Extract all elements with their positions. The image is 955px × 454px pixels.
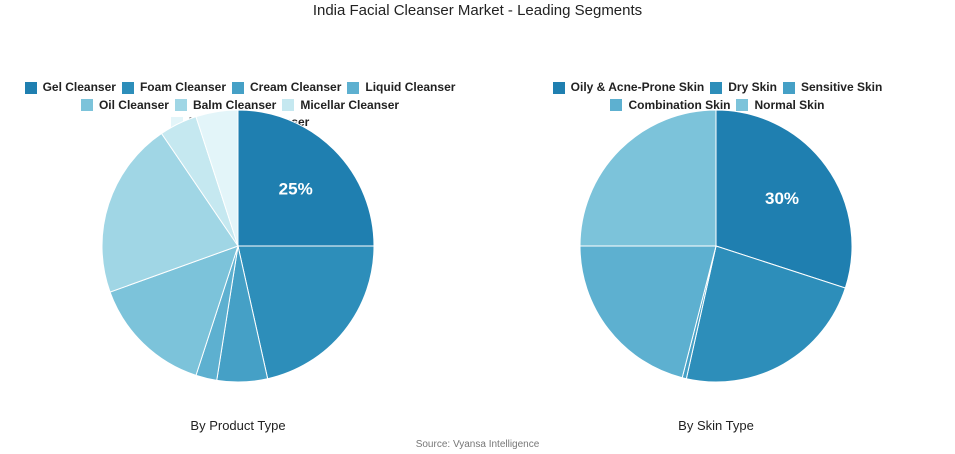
legend-label: Oil Cleanser xyxy=(98,97,169,112)
pie-slice xyxy=(237,245,375,380)
pie-slice xyxy=(109,245,239,376)
legend-swatch xyxy=(282,99,295,111)
legend-product-type: Gel Cleanser Foam Cleanser Cream Cleanser L… xyxy=(15,80,465,133)
data-label: 25% xyxy=(279,179,313,198)
legend-label: Dry Skin xyxy=(728,80,777,94)
legend-item: Oil Cleanser xyxy=(80,97,169,113)
legend-label: Micellar Cleanser xyxy=(300,97,400,112)
legend-label: Foam Cleanser xyxy=(139,80,226,94)
pie-slice xyxy=(685,245,846,383)
legend-item: Cream Cleanser xyxy=(232,80,341,95)
legend-item: Oily & Acne-Prone Skin xyxy=(552,80,705,95)
chart-title: India Facial Cleanser Market - Leading S… xyxy=(312,2,643,19)
legend-swatch xyxy=(782,81,795,94)
legend-label: Gel Cleanser xyxy=(42,80,116,94)
source-note: Source: Vyansa Intelligence xyxy=(415,439,540,450)
legend-item: Foam Cleanser xyxy=(121,80,226,95)
legend-swatch xyxy=(710,81,723,94)
legend-item: Balm Cleanser xyxy=(174,97,277,113)
subtitle-product-type: By Product Type xyxy=(190,418,286,433)
legend-swatch xyxy=(24,81,37,94)
legend-item: Combination Skin xyxy=(610,98,730,113)
legend-swatch xyxy=(736,99,749,111)
legend-item: Normal Skin xyxy=(736,97,825,113)
legend-label: Combination Skin xyxy=(628,97,731,112)
pie-slice xyxy=(101,132,239,293)
pie-slice xyxy=(579,109,717,247)
pie-slice xyxy=(579,245,717,379)
legend-swatch xyxy=(347,81,360,94)
subtitle-skin-type: By Skin Type xyxy=(678,418,754,433)
pie-slice xyxy=(237,109,375,247)
pie-slice xyxy=(195,109,239,247)
legend-skin-type: Oily & Acne-Prone Skin Dry Skin Sensitive … xyxy=(495,80,940,115)
legend-item: Gel Cleanser xyxy=(24,80,116,95)
legend-item: Liquid Cleanser xyxy=(347,80,455,95)
legend-swatch xyxy=(174,99,187,111)
legend-swatch xyxy=(121,81,134,94)
legend-label: Balm Cleanser xyxy=(192,97,277,112)
legend-label: Normal Skin xyxy=(754,97,825,112)
legend-swatch xyxy=(610,99,623,111)
legend-item: Sensitive Skin xyxy=(782,80,883,95)
pie-slice xyxy=(715,109,853,289)
legend-label: Cream Cleanser xyxy=(250,80,342,94)
data-label: 30% xyxy=(765,189,799,208)
legend-label: Oily & Acne-Prone Skin xyxy=(570,80,705,94)
legend-label: Liquid Cleanser xyxy=(365,80,456,94)
legend-swatch xyxy=(232,81,244,94)
legend-swatch xyxy=(552,81,565,94)
legend-item: Micellar Cleanser xyxy=(282,98,399,113)
legend-swatch xyxy=(80,99,93,111)
legend-item: Dry Skin xyxy=(710,80,777,95)
legend-label: Sensitive Skin xyxy=(800,80,883,94)
